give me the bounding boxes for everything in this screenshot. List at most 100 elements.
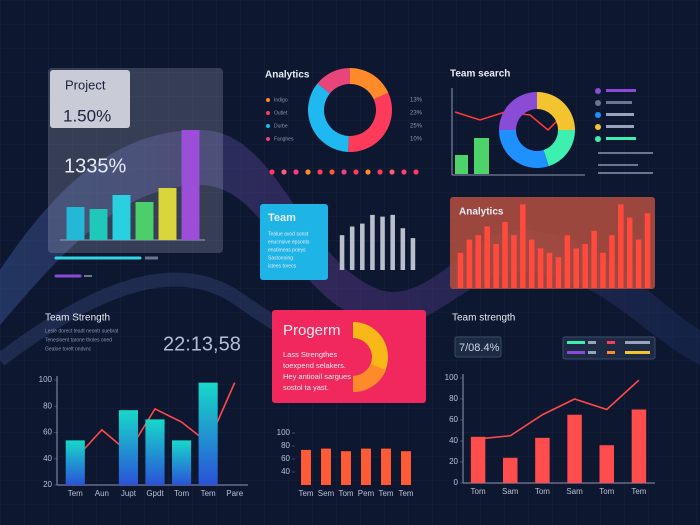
team-strength-time: 22:13,58 [163,333,241,355]
x-tick-label: Tom [338,489,353,498]
pie-slice [317,68,350,94]
progerm-line: sostol ta yast. [283,383,329,392]
pie-slice [308,83,349,152]
team-strength-line: Lesle dorect teadt neontr suebrat [45,328,119,334]
x-tick-label: Pem [358,489,375,498]
team-line: istees torecs [268,263,297,269]
dot [293,169,299,175]
y-tick-label: 100 [277,428,291,437]
bar [475,235,482,288]
y-tick-label: 80 [281,441,290,450]
dot [281,169,287,175]
dot [401,169,407,175]
chart-title: Analytics [265,70,310,81]
dot [341,169,347,175]
bar [618,204,624,288]
bar [493,244,499,288]
y-tick-label: 40 [449,436,458,445]
x-tick-label: Tem [201,489,216,498]
team-strength-title: Team Strength [45,313,110,324]
mini-bar [474,138,489,174]
bar [381,448,391,485]
bar [66,207,85,240]
y-tick-label: 20 [43,480,52,489]
x-tick-label: Tom [599,487,614,496]
bar [457,252,464,288]
x-tick-label: Tem [378,489,393,498]
x-tick-label: Tom [471,487,486,496]
pie-slice [499,92,537,130]
legend-label: Indigo [274,97,288,103]
y-tick-label: 100 [445,373,459,382]
legend-swatch [266,137,270,141]
value-label: 23% [410,111,423,117]
bar [360,223,365,270]
dot [413,169,419,175]
bar [370,214,375,270]
team-strength-line: Tenesloent tarone tholes oned [45,337,112,343]
pie-slice [348,92,392,153]
team-line: Tealue avod sonst [268,231,309,237]
bar [400,228,406,270]
bar [535,437,550,483]
gauge [353,364,386,393]
x-tick-label: Tem [298,489,313,498]
y-tick-label: 60 [43,428,52,437]
bar [181,130,200,240]
pie-slice [537,92,575,130]
dot [305,169,311,175]
team-title: Team [268,212,296,224]
bar [380,216,385,270]
bar [135,202,154,240]
chart-title: Team search [450,69,510,80]
legend-swatch [266,98,270,102]
pie-slice [350,68,389,100]
bar [390,214,395,270]
progerm-line: Lass Strengthes [283,350,337,359]
y-tick-label: 80 [43,401,52,410]
x-tick-label: Tom [535,487,550,496]
bar [65,440,85,485]
x-tick-label: Tem [68,489,83,498]
bar [644,213,651,288]
bar [555,257,562,288]
y-tick-label: 100 [39,375,53,384]
x-tick-label: Sam [566,487,583,496]
pie-slice [543,130,575,167]
bar [567,414,582,483]
team-strength-right-title: Team strength [452,313,515,324]
legend-box [562,336,656,360]
project-label: Project [65,77,106,92]
x-tick-label: Sem [318,489,335,498]
progerm-line: Hey antioail sargues [283,372,351,381]
bar [118,410,138,485]
x-tick-label: Aun [95,489,109,498]
legend-label: Fanghes [274,136,294,142]
dot [353,169,359,175]
bar [339,235,345,270]
stat-value: 7/08.4% [459,342,500,354]
bar [89,209,108,240]
bar [564,235,571,288]
dot [317,169,323,175]
bar [158,188,177,240]
bar [112,195,131,240]
project-total: 1335% [64,155,126,177]
dot [365,169,371,175]
line [478,379,640,440]
team-line: enstimeas poeys [268,247,306,253]
bar [301,449,311,485]
legend-decor [595,88,653,174]
value-label: 25% [410,124,423,130]
bar [537,248,544,288]
y-tick-label: 20 [449,457,458,466]
stat-box [454,336,502,358]
bar [172,440,192,485]
bar [520,204,526,288]
x-tick-label: Jupt [121,489,137,498]
dot [389,169,395,175]
dot [269,169,275,175]
legend-label: Durbe [274,123,288,129]
bar [341,451,351,485]
